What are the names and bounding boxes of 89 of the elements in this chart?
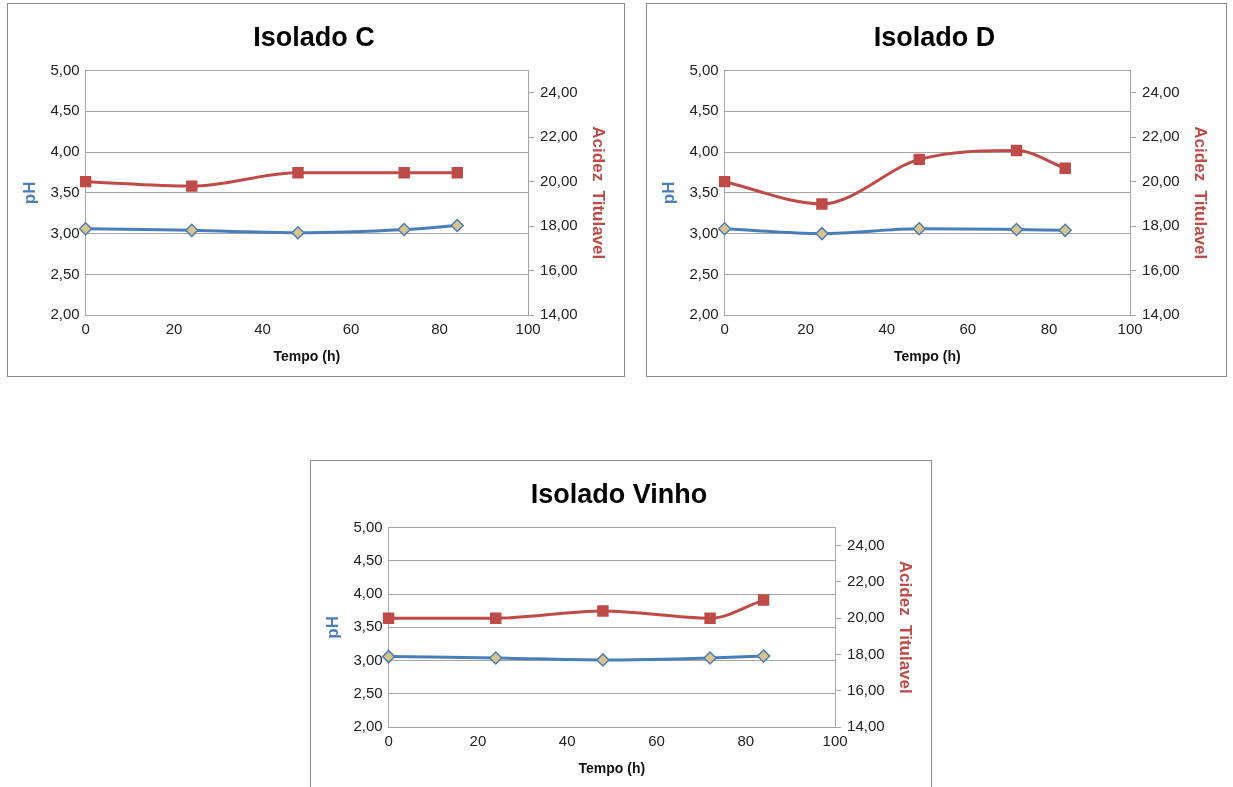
chart-title: Isolado D (873, 21, 996, 52)
y2-tick-label: 20,00 (847, 608, 885, 626)
x-tick-label: 40 (254, 320, 271, 338)
x-tick-label: 0 (384, 732, 393, 750)
x-tick-label: 20 (165, 320, 183, 338)
y2-tick-label: 20,00 (1142, 171, 1180, 189)
y-tick-label: 2,00 (50, 305, 80, 323)
point (398, 167, 410, 179)
x-tick-label: 60 (959, 320, 977, 338)
y2-tick-label: 20,00 (540, 171, 578, 189)
y2-tick-label: 22,00 (540, 127, 578, 145)
y2-tick-label: 18,00 (540, 216, 578, 234)
y-tick-label: 4,50 (50, 101, 80, 119)
y-tick-label: 5,00 (689, 60, 719, 78)
y2-axis-title: Acidez Titulavel (589, 126, 609, 260)
x-tick-label: 100 (1117, 320, 1143, 338)
y-tick-label: 4,00 (689, 142, 719, 160)
x-tick-label: 40 (878, 320, 896, 338)
y-tick-label: 2,00 (689, 305, 719, 323)
point (597, 605, 609, 617)
y-tick-label: 3,50 (689, 182, 719, 200)
y-tick-label: 3,50 (50, 182, 80, 200)
x-tick-label: 80 (1040, 320, 1058, 338)
x-tick-label: 60 (342, 320, 360, 338)
point (1010, 144, 1023, 157)
point (718, 175, 731, 188)
point (450, 218, 465, 233)
y-tick-label: 2,50 (689, 264, 719, 282)
y-axis-title: pH (19, 181, 39, 205)
x-tick-label: 60 (648, 732, 665, 750)
y2-tick-label: 14,00 (1142, 305, 1180, 323)
point (451, 167, 463, 179)
point (186, 180, 198, 192)
point (291, 226, 305, 240)
point (757, 594, 770, 606)
y-tick-label: 2,50 (353, 684, 383, 702)
x-tick-label: 20 (469, 732, 487, 750)
point (292, 167, 304, 179)
y-tick-label: 3,50 (353, 617, 383, 635)
y-axis-title: pH (322, 615, 342, 639)
y2-tick-label: 14,00 (847, 717, 885, 735)
chart-title: Isolado C (253, 21, 375, 52)
y2-tick-label: 14,00 (540, 305, 578, 323)
point (1059, 162, 1071, 175)
y2-tick-label: 22,00 (847, 572, 885, 590)
y2-tick-label: 16,00 (1142, 260, 1180, 278)
y-tick-label: 5,00 (353, 517, 383, 535)
x-tick-label: 40 (558, 732, 576, 750)
y-tick-label: 4,00 (353, 584, 383, 602)
y-tick-label: 4,00 (50, 142, 80, 160)
x-tick-label: 100 (515, 320, 541, 338)
x-tick-label: 100 (822, 732, 848, 750)
x-tick-label: 80 (737, 732, 755, 750)
y2-tick-label: 18,00 (847, 644, 885, 662)
y-tick-label: 3,00 (50, 223, 80, 241)
x-tick-label: 0 (720, 320, 729, 338)
point (913, 153, 925, 166)
x-axis-title: Tempo (h) (273, 348, 341, 365)
point (185, 223, 199, 238)
x-axis-title: Tempo (h) (578, 760, 646, 777)
y-tick-label: 2,00 (353, 717, 383, 735)
y2-axis-title: Acidez Titulavel (1191, 126, 1211, 260)
x-tick-label: 0 (81, 320, 90, 338)
point (490, 612, 502, 624)
point (382, 612, 395, 624)
point (704, 612, 716, 624)
y-tick-label: 4,50 (689, 101, 719, 119)
y2-tick-label: 16,00 (540, 260, 578, 278)
y-tick-label: 4,50 (353, 550, 383, 568)
y-axis-title: pH (658, 181, 678, 205)
y2-tick-label: 18,00 (1142, 216, 1180, 234)
point (397, 222, 411, 237)
x-tick-label: 80 (431, 320, 448, 338)
point (78, 221, 93, 236)
y-tick-label: 3,00 (353, 650, 383, 668)
point (79, 175, 92, 188)
x-tick-label: 20 (797, 320, 815, 338)
chart-title: Isolado Vinho (530, 478, 708, 509)
y2-axis-title: Acidez Titulavel (896, 560, 916, 694)
y-tick-label: 3,00 (689, 223, 719, 241)
y2-tick-label: 24,00 (540, 82, 578, 100)
y2-tick-label: 24,00 (847, 535, 885, 553)
y-tick-label: 2,50 (50, 264, 80, 282)
y2-tick-label: 22,00 (1142, 127, 1180, 145)
x-axis-title: Tempo (h) (894, 348, 961, 365)
y-tick-label: 5,00 (50, 60, 80, 78)
y2-tick-label: 16,00 (847, 681, 885, 699)
y2-tick-label: 24,00 (1142, 82, 1180, 100)
point (816, 198, 828, 210)
